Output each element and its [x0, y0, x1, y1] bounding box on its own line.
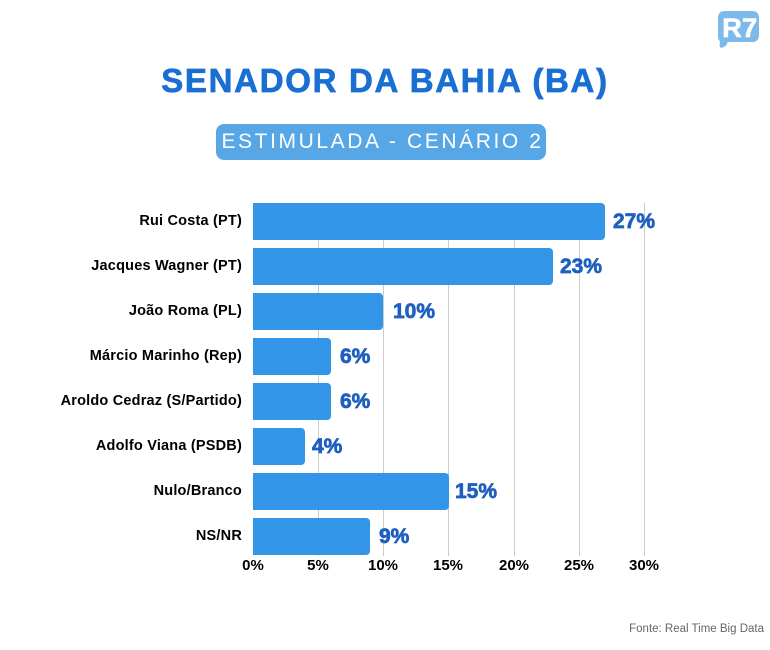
svg-text:R7: R7 [722, 13, 757, 43]
